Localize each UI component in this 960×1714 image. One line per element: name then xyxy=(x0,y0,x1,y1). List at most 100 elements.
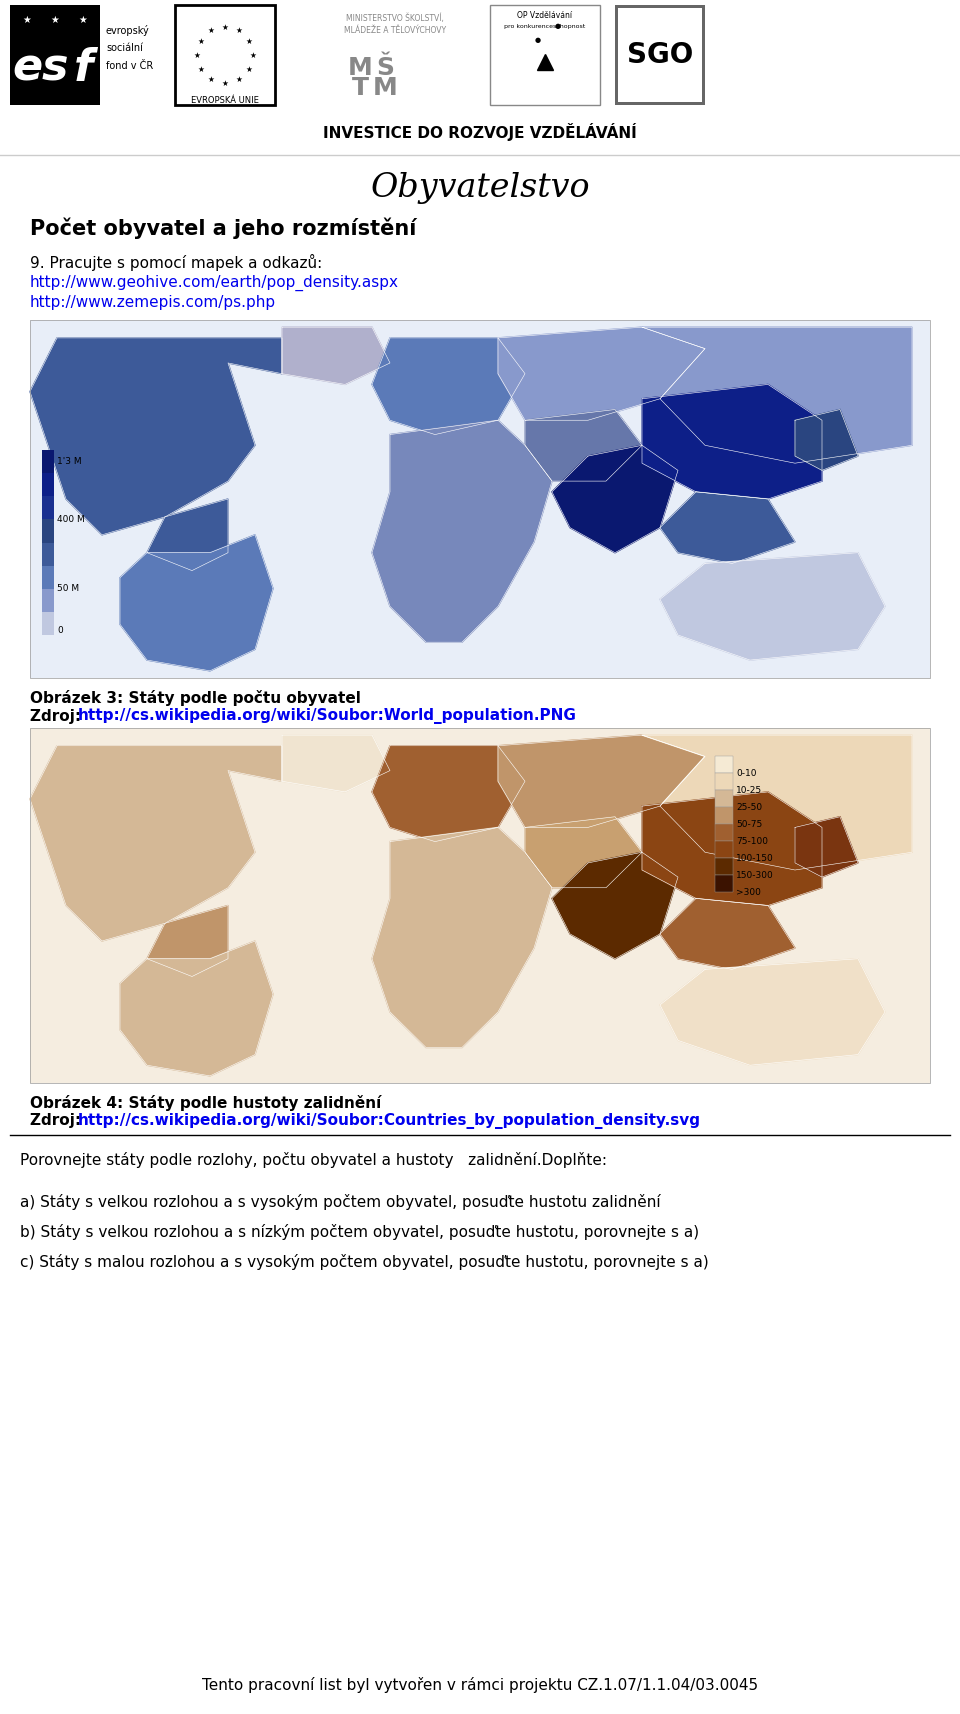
Polygon shape xyxy=(552,852,678,958)
Polygon shape xyxy=(552,446,678,552)
Bar xyxy=(715,790,733,807)
Text: ★: ★ xyxy=(198,36,204,46)
Text: EVROPSKÁ UNIE: EVROPSKÁ UNIE xyxy=(191,96,259,105)
Bar xyxy=(42,543,54,566)
Text: http://www.zemepis.com/ps.php: http://www.zemepis.com/ps.php xyxy=(30,295,276,310)
Text: http://cs.wikipedia.org/wiki/Soubor:Countries_by_population_density.svg: http://cs.wikipedia.org/wiki/Soubor:Coun… xyxy=(78,1112,701,1130)
Text: ★: ★ xyxy=(51,15,60,26)
Text: b) Státy s velkou rozlohou a s nízkým počtem obyvatel, posuďte hustotu, porovnej: b) Státy s velkou rozlohou a s nízkým po… xyxy=(20,1224,699,1239)
Text: c) Státy s malou rozlohou a s vysokým počtem obyvatel, posuďte hustotu, porovnej: c) Státy s malou rozlohou a s vysokým po… xyxy=(20,1255,708,1270)
Bar xyxy=(715,842,733,859)
Text: fond v ČR: fond v ČR xyxy=(106,62,154,70)
Bar xyxy=(175,5,275,105)
Bar xyxy=(30,321,930,679)
Text: evropský: evropský xyxy=(106,24,150,36)
Text: ★: ★ xyxy=(207,75,214,84)
Text: Zdroj:: Zdroj: xyxy=(30,708,86,723)
Text: 0: 0 xyxy=(57,626,62,634)
Bar xyxy=(490,5,600,105)
Text: 50 M: 50 M xyxy=(57,584,79,593)
Text: Obyvatelstvo: Obyvatelstvo xyxy=(371,171,589,204)
Text: 0-10: 0-10 xyxy=(736,768,756,778)
Text: Zdroj:: Zdroj: xyxy=(30,1114,86,1128)
Text: INVESTICE DO ROZVOJE VZDĚLÁVÁNÍ: INVESTICE DO ROZVOJE VZDĚLÁVÁNÍ xyxy=(324,123,636,141)
Polygon shape xyxy=(147,499,228,571)
Text: s: s xyxy=(41,46,68,89)
Text: f: f xyxy=(73,46,93,89)
Polygon shape xyxy=(30,338,282,535)
Bar xyxy=(30,321,930,679)
Polygon shape xyxy=(498,327,705,420)
Bar xyxy=(715,773,733,790)
Text: 10-25: 10-25 xyxy=(736,785,762,795)
Text: http://www.geohive.com/earth/pop_density.aspx: http://www.geohive.com/earth/pop_density… xyxy=(30,274,399,291)
Text: 100-150: 100-150 xyxy=(736,854,774,862)
Polygon shape xyxy=(525,410,642,482)
Text: Obrázek 3: Státy podle počtu obyvatel: Obrázek 3: Státy podle počtu obyvatel xyxy=(30,691,361,706)
Text: ★: ★ xyxy=(222,79,228,87)
Text: >300: >300 xyxy=(736,888,761,896)
Text: http://cs.wikipedia.org/wiki/Soubor:World_population.PNG: http://cs.wikipedia.org/wiki/Soubor:Worl… xyxy=(78,708,577,723)
Text: pro konkurenceschopnost: pro konkurenceschopnost xyxy=(504,24,586,29)
Text: ★: ★ xyxy=(246,65,252,74)
Bar xyxy=(30,728,930,1083)
Polygon shape xyxy=(525,818,642,888)
Polygon shape xyxy=(795,410,858,470)
Text: Tento pracovní list byl vytvořen v rámci projektu CZ.1.07/1.1.04/03.0045: Tento pracovní list byl vytvořen v rámci… xyxy=(202,1676,758,1693)
Bar xyxy=(715,824,733,842)
Text: 75-100: 75-100 xyxy=(736,836,768,845)
Bar xyxy=(42,451,54,473)
Text: 50-75: 50-75 xyxy=(736,819,762,828)
Text: a) Státy s velkou rozlohou a s vysokým počtem obyvatel, posuďte hustotu zalidněn: a) Státy s velkou rozlohou a s vysokým p… xyxy=(20,1195,660,1210)
Text: 1'3 M: 1'3 M xyxy=(57,458,82,466)
Polygon shape xyxy=(660,492,795,564)
Bar xyxy=(42,519,54,543)
Polygon shape xyxy=(372,420,552,643)
Polygon shape xyxy=(660,898,795,970)
Bar xyxy=(42,612,54,634)
Bar xyxy=(715,807,733,824)
Bar xyxy=(42,473,54,497)
Bar xyxy=(10,5,100,105)
Text: ●: ● xyxy=(555,22,562,29)
Text: 400 M: 400 M xyxy=(57,514,84,524)
Text: Obrázek 4: Státy podle hustoty zalidnění: Obrázek 4: Státy podle hustoty zalidnění xyxy=(30,1095,381,1111)
Text: ★: ★ xyxy=(79,15,87,26)
Polygon shape xyxy=(660,552,885,660)
Bar xyxy=(615,5,705,105)
Polygon shape xyxy=(282,735,390,792)
Text: ★: ★ xyxy=(207,26,214,36)
Text: 9. Pracujte s pomocí mapek a odkazů:: 9. Pracujte s pomocí mapek a odkazů: xyxy=(30,254,323,271)
Polygon shape xyxy=(642,735,912,871)
Polygon shape xyxy=(642,384,822,499)
Text: Š: Š xyxy=(376,57,394,81)
Text: ★: ★ xyxy=(250,50,256,60)
Bar xyxy=(30,728,930,1083)
Bar xyxy=(715,756,733,773)
Text: Porovnejte státy podle rozlohy, počtu obyvatel a hustoty   zalidnění.Doplňte:: Porovnejte státy podle rozlohy, počtu ob… xyxy=(20,1152,607,1167)
Polygon shape xyxy=(120,535,273,670)
Polygon shape xyxy=(372,338,525,435)
Text: ★: ★ xyxy=(23,15,32,26)
Text: e: e xyxy=(12,46,42,89)
Text: MINISTERSTVO ŠKOLSTVÍ,: MINISTERSTVO ŠKOLSTVÍ, xyxy=(346,14,444,22)
Text: 25-50: 25-50 xyxy=(736,802,762,811)
Bar xyxy=(42,588,54,612)
Text: ★: ★ xyxy=(235,75,243,84)
Bar xyxy=(715,859,733,876)
Bar xyxy=(42,566,54,588)
Text: Počet obyvatel a jeho rozmístění: Počet obyvatel a jeho rozmístění xyxy=(30,218,417,238)
Polygon shape xyxy=(795,818,858,878)
Bar xyxy=(42,497,54,519)
Polygon shape xyxy=(498,735,705,828)
Text: MLÁDEŽE A TĚLOVÝCHOVY: MLÁDEŽE A TĚLOVÝCHOVY xyxy=(344,26,446,34)
Text: M: M xyxy=(348,57,372,81)
Text: SGO: SGO xyxy=(627,41,693,69)
Polygon shape xyxy=(642,792,822,905)
Bar xyxy=(715,876,733,891)
Text: ★: ★ xyxy=(235,26,243,36)
Polygon shape xyxy=(282,327,390,384)
Polygon shape xyxy=(372,828,552,1047)
Text: sociální: sociální xyxy=(106,43,143,53)
Bar xyxy=(618,9,702,103)
